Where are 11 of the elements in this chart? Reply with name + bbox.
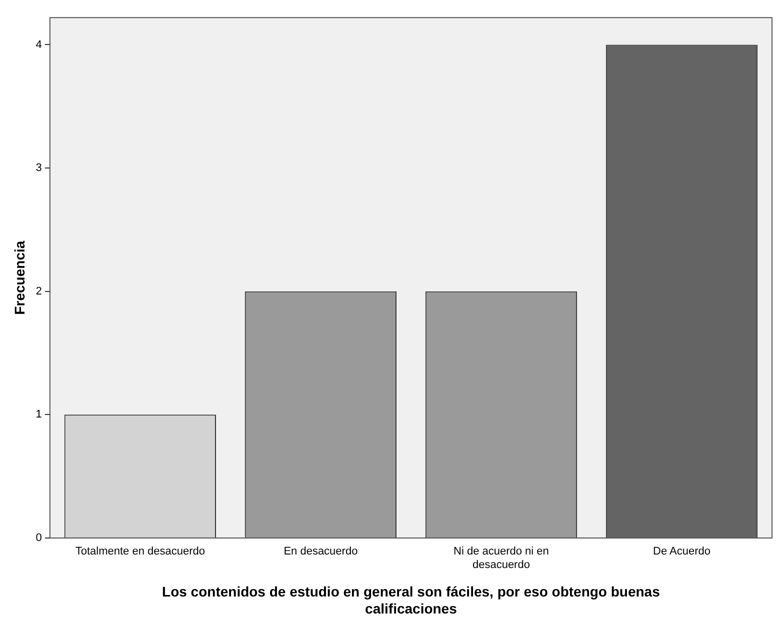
x-tick-label: Ni de acuerdo ni en desacuerdo [454, 546, 549, 571]
y-axis-title: Frecuencia [11, 240, 28, 315]
x-axis-title: Los contenidos de estudio en general son fáciles, por eso obtengo buenas calificaciones [162, 584, 660, 616]
y-tick-label: 1 [36, 408, 42, 421]
x-tick-label: Totalmente en desacuerdo [75, 546, 206, 558]
y-tick-label: 4 [36, 38, 42, 51]
y-tick-label: 2 [36, 285, 42, 298]
y-tick-label: 0 [36, 532, 42, 544]
y-tick-label: 3 [36, 162, 42, 174]
x-tick-label: En desacuerdo [284, 546, 358, 558]
x-tick-label: De Acuerdo [652, 546, 710, 558]
